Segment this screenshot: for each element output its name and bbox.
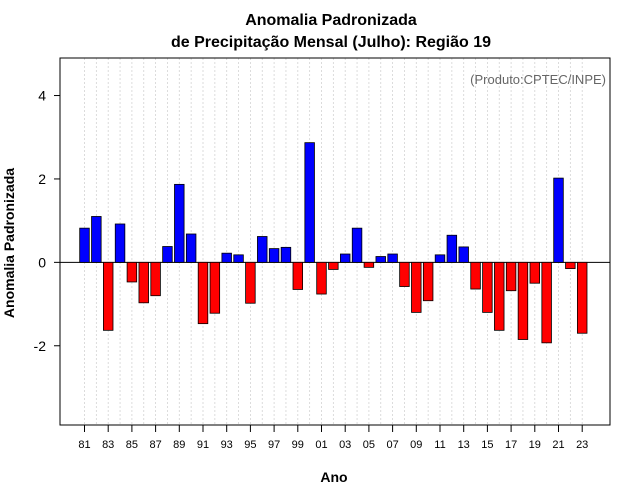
bar-1993 [221, 252, 232, 263]
x-tick-label: 85 [126, 439, 138, 451]
bar-1990 [185, 233, 197, 263]
bar-2005 [363, 261, 375, 268]
bar-2017 [505, 261, 517, 292]
x-tick-label: 89 [173, 439, 185, 451]
bar-2021 [553, 177, 564, 263]
x-tick-label: 99 [292, 439, 304, 451]
bar-2006 [375, 256, 386, 263]
x-tick-label: 23 [576, 439, 588, 451]
y-tick-label: 2 [38, 171, 46, 187]
x-tick-label: 09 [410, 439, 422, 451]
bar-1988 [162, 246, 173, 263]
y-axis: -2 0 2 4 [34, 88, 60, 354]
x-tick-label: 95 [244, 439, 256, 451]
bar-2022 [565, 261, 576, 270]
bar-2014 [470, 261, 481, 290]
bar-2015 [482, 261, 493, 313]
plot-frame [59, 57, 611, 426]
bars [79, 142, 588, 344]
bar-1986 [138, 261, 149, 304]
bar-1998 [280, 246, 292, 263]
x-tick-label: 07 [386, 439, 398, 451]
bar-1996 [257, 236, 268, 263]
bar-2019 [529, 261, 541, 284]
bar-2016 [494, 261, 505, 331]
x-tick-label: 17 [505, 439, 517, 451]
bar-2001 [316, 261, 327, 295]
y-tick-label: 0 [38, 254, 46, 270]
bar-1981 [79, 227, 90, 263]
chart-title-line1: Anomalia Padronizada [245, 12, 417, 29]
bar-1997 [268, 248, 280, 263]
x-tick-label: 03 [339, 439, 351, 451]
bar-2018 [517, 261, 529, 340]
bar-2004 [351, 227, 363, 263]
x-tick-label: 87 [149, 439, 161, 451]
bar-2010 [422, 261, 434, 302]
chart-title-line2: de Precipitação Mensal (Julho): Região 1… [171, 34, 491, 51]
x-tick-label: 01 [315, 439, 327, 451]
y-tick-label: 4 [38, 88, 46, 104]
bar-1989 [174, 183, 185, 263]
x-tick-label: 93 [221, 439, 233, 451]
bar-2013 [458, 246, 469, 263]
x-tick-label: 83 [102, 439, 114, 451]
bar-1999 [292, 261, 304, 290]
x-tick-label: 97 [268, 439, 280, 451]
bar-2002 [328, 261, 339, 270]
bar-2011 [434, 254, 446, 263]
x-axis: 81 83 85 87 89 91 93 95 97 99 01 03 05 07 09 11 13 15 17 19… [78, 425, 588, 451]
bar-1992 [209, 261, 221, 314]
bar-2020 [541, 261, 552, 344]
x-tick-label: 81 [78, 439, 90, 451]
x-tick-label: 19 [529, 439, 541, 451]
x-axis-label: Ano [320, 469, 347, 485]
bar-1982 [91, 216, 102, 263]
bar-2009 [411, 261, 422, 313]
bar-2000 [304, 142, 315, 263]
bar-2003 [339, 253, 351, 263]
bar-1983 [103, 261, 114, 331]
bar-2023 [577, 261, 588, 334]
bar-2007 [387, 253, 398, 263]
x-tick-label: 13 [458, 439, 470, 451]
x-tick-label: 15 [481, 439, 493, 451]
bar-1991 [197, 261, 209, 325]
y-tick-label: -2 [34, 338, 47, 354]
bar-2008 [399, 261, 410, 287]
y-axis-label: Anomalia Padronizada [1, 168, 17, 318]
grid-lines [84, 58, 583, 425]
bar-1985 [126, 261, 138, 283]
x-tick-label: 21 [552, 439, 564, 451]
bar-1995 [245, 261, 256, 304]
x-tick-label: 05 [363, 439, 375, 451]
x-tick-label: 91 [197, 439, 209, 451]
bar-1987 [150, 261, 161, 297]
bar-1984 [114, 223, 126, 263]
bar-2012 [446, 234, 458, 263]
source-annotation: (Produto:CPTEC/INPE) [470, 72, 606, 87]
bar-1994 [233, 254, 244, 263]
x-tick-label: 11 [434, 439, 445, 451]
